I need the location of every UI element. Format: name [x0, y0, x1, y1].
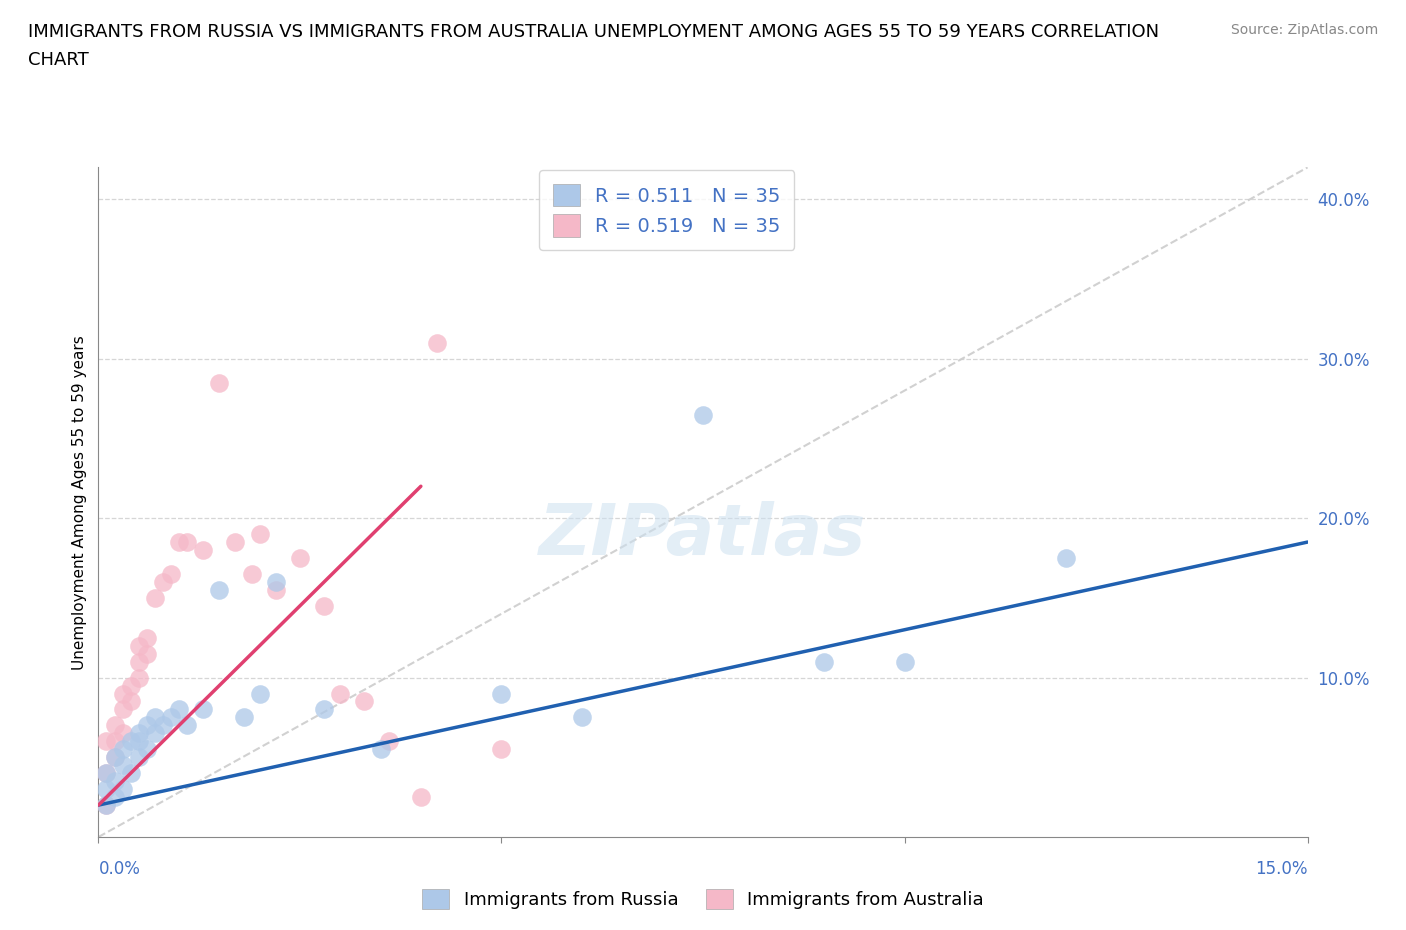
Text: 0.0%: 0.0%: [98, 860, 141, 878]
Point: [377, 734, 399, 749]
Point: [128, 750, 150, 764]
Point: [249, 526, 271, 541]
Point: [111, 726, 134, 741]
Point: [96, 798, 118, 813]
Point: [103, 790, 125, 804]
Point: [96, 734, 118, 749]
Point: [193, 702, 215, 717]
Point: [224, 535, 246, 550]
Point: [232, 710, 254, 724]
Point: [128, 726, 150, 741]
Point: [135, 742, 157, 757]
Point: [208, 375, 231, 390]
Point: [103, 734, 125, 749]
Point: [160, 566, 183, 581]
Point: [120, 765, 142, 780]
Point: [120, 694, 142, 709]
Text: CHART: CHART: [28, 51, 89, 69]
Point: [491, 686, 513, 701]
Point: [128, 654, 150, 669]
Point: [96, 782, 118, 797]
Point: [143, 726, 166, 741]
Point: [370, 742, 392, 757]
Point: [813, 654, 835, 669]
Point: [111, 686, 134, 701]
Point: [96, 765, 118, 780]
Point: [111, 742, 134, 757]
Point: [143, 710, 166, 724]
Point: [167, 702, 190, 717]
Text: ZIPatlas: ZIPatlas: [540, 501, 866, 570]
Point: [208, 582, 231, 597]
Point: [240, 566, 263, 581]
Legend: Immigrants from Russia, Immigrants from Australia: Immigrants from Russia, Immigrants from …: [415, 882, 991, 916]
Point: [103, 774, 125, 789]
Point: [314, 598, 336, 613]
Point: [135, 646, 157, 661]
Point: [96, 798, 118, 813]
Point: [128, 734, 150, 749]
Point: [143, 591, 166, 605]
Legend: R = 0.511   N = 35, R = 0.519   N = 35: R = 0.511 N = 35, R = 0.519 N = 35: [538, 170, 794, 250]
Point: [249, 686, 271, 701]
Point: [893, 654, 915, 669]
Point: [264, 582, 287, 597]
Point: [193, 542, 215, 557]
Point: [409, 790, 432, 804]
Point: [491, 742, 513, 757]
Point: [167, 535, 190, 550]
Point: [314, 702, 336, 717]
Point: [353, 694, 375, 709]
Y-axis label: Unemployment Among Ages 55 to 59 years: Unemployment Among Ages 55 to 59 years: [72, 335, 87, 670]
Point: [571, 710, 593, 724]
Point: [135, 718, 157, 733]
Text: IMMIGRANTS FROM RUSSIA VS IMMIGRANTS FROM AUSTRALIA UNEMPLOYMENT AMONG AGES 55 T: IMMIGRANTS FROM RUSSIA VS IMMIGRANTS FRO…: [28, 23, 1159, 41]
Point: [120, 678, 142, 693]
Point: [152, 575, 174, 590]
Point: [264, 575, 287, 590]
Point: [128, 671, 150, 685]
Point: [1054, 551, 1077, 565]
Point: [176, 535, 198, 550]
Point: [111, 782, 134, 797]
Point: [135, 631, 157, 645]
Text: Source: ZipAtlas.com: Source: ZipAtlas.com: [1230, 23, 1378, 37]
Point: [426, 336, 449, 351]
Point: [120, 734, 142, 749]
Point: [152, 718, 174, 733]
Point: [103, 750, 125, 764]
Point: [176, 718, 198, 733]
Point: [96, 765, 118, 780]
Point: [692, 407, 714, 422]
Point: [160, 710, 183, 724]
Point: [288, 551, 311, 565]
Point: [111, 702, 134, 717]
Point: [329, 686, 352, 701]
Point: [103, 750, 125, 764]
Point: [128, 638, 150, 653]
Point: [111, 758, 134, 773]
Text: 15.0%: 15.0%: [1256, 860, 1308, 878]
Point: [103, 718, 125, 733]
